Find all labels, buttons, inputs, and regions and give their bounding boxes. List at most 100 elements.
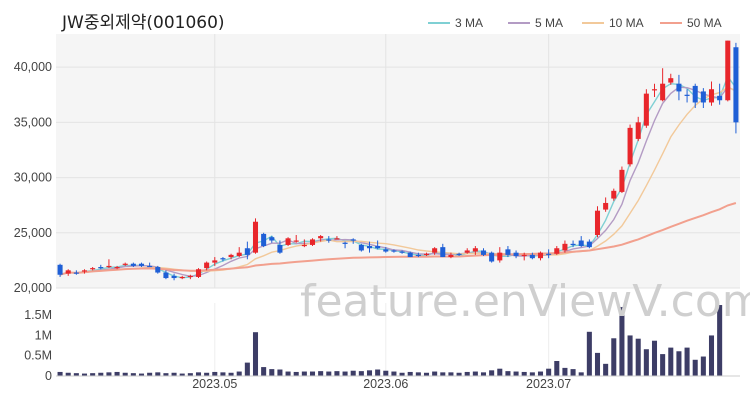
price-tick-label: 35,000 [14,115,52,129]
candle-body [375,246,381,249]
candle-body [98,267,104,269]
candle-body [407,252,413,258]
candle [366,241,373,253]
candle-body [603,202,609,210]
candle-body [220,258,226,260]
volume-bar [366,370,373,376]
candle [301,239,307,248]
volume-tick-label: 1.5M [24,308,52,322]
candle [375,240,381,250]
candle-body [619,169,625,192]
candle-body [293,240,299,242]
candle [228,253,234,260]
candle-body [708,89,715,103]
candle-body [90,268,96,270]
volume-bar [521,371,527,376]
volume-bar [554,360,560,376]
candle-body [228,254,234,258]
candle [171,273,177,281]
candle [448,252,454,259]
legend-item: 10 MA [582,16,644,30]
candle-body [480,250,487,255]
candle [326,236,332,243]
volume-bar [529,372,535,376]
volume-bar [668,347,674,376]
candle-body [81,270,88,272]
candle-body [456,253,462,255]
volume-bar [220,372,226,376]
candle-body [448,254,454,258]
volume-bar [293,371,299,376]
candle-body [684,94,690,96]
candle [195,268,202,279]
volume-bar [90,373,96,376]
candle [497,247,503,263]
volume-bar [73,373,79,376]
candle [277,240,283,254]
candle-layer [57,40,739,281]
x-tick-label: 2023.07 [526,377,571,391]
volume-tick-label: 0 [45,369,52,383]
candle [106,259,112,269]
candle-body [725,40,731,101]
candle [708,81,715,106]
volume-bar [334,371,340,376]
candle-body [627,127,633,165]
volume-bar [432,371,438,376]
candle [57,263,63,277]
candle-body [326,239,332,241]
candle-body [122,263,128,265]
candle [456,252,462,256]
candle [586,239,592,249]
candle [65,269,71,276]
volume-bar [578,372,584,376]
candle [318,234,324,242]
volume-bar [114,371,120,376]
candle-body [236,252,242,256]
legend-label: 3 MA [455,16,483,30]
candle [676,74,682,101]
candle-body [179,276,185,279]
price-tick-label: 25,000 [14,226,52,240]
volume-bar [423,372,430,376]
candle [187,274,193,280]
candle [138,262,145,268]
candle-body [676,83,682,92]
candle-body [309,239,316,245]
candle [725,40,731,102]
candle [204,261,210,271]
volume-bar [627,335,633,376]
volume-bar [684,347,690,376]
candle [651,83,658,97]
volume-bar [497,368,503,376]
candle [627,124,633,167]
candle-body [252,221,259,253]
candle-body [391,250,397,252]
candle [147,262,153,268]
volume-bar [309,371,316,376]
candle [480,248,487,256]
candle [236,247,242,258]
candle-body [277,244,283,253]
ma-line-50 [59,202,737,276]
candle [684,89,690,103]
volume-bar [212,371,218,376]
volume-bar [448,372,454,376]
volume-bar [57,371,63,376]
volume-bar [318,371,324,376]
candle-body [635,122,641,139]
price-tick-label: 40,000 [14,60,52,74]
volume-layer [57,305,723,376]
candle-body [497,252,503,261]
volume-bar [537,371,544,376]
candle [717,83,723,105]
volume-bar [236,371,242,376]
candle [212,257,218,266]
legend-label: 10 MA [609,16,644,30]
candle [440,243,446,258]
candle-body [342,242,348,244]
candle [114,265,120,270]
candle-body [660,83,666,101]
volume-bar [130,373,136,376]
candle [578,236,584,248]
